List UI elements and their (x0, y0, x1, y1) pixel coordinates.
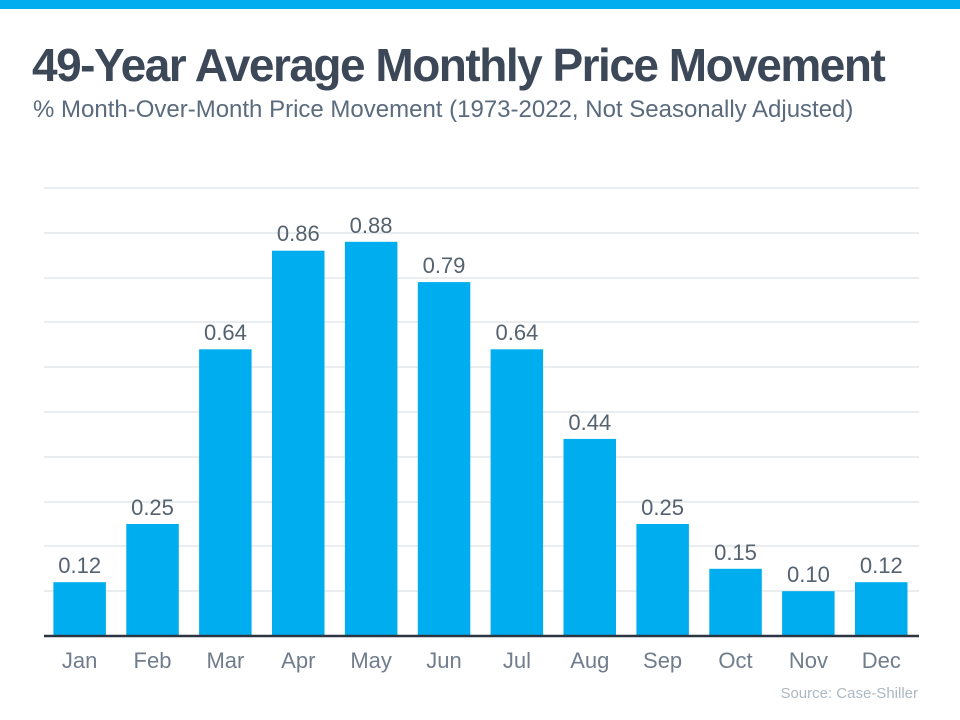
svg-text:Jun: Jun (426, 648, 461, 673)
svg-text:0.25: 0.25 (131, 495, 174, 520)
svg-text:0.25: 0.25 (641, 495, 684, 520)
svg-text:Mar: Mar (206, 648, 244, 673)
svg-text:Apr: Apr (281, 648, 315, 673)
svg-text:0.64: 0.64 (495, 320, 538, 345)
svg-text:Oct: Oct (718, 648, 752, 673)
svg-text:0.10: 0.10 (787, 562, 830, 587)
svg-text:Jan: Jan (62, 648, 97, 673)
svg-text:0.79: 0.79 (423, 253, 466, 278)
svg-text:Nov: Nov (789, 648, 828, 673)
svg-text:0.44: 0.44 (568, 410, 611, 435)
svg-text:0.86: 0.86 (277, 221, 320, 246)
svg-text:0.88: 0.88 (350, 213, 393, 238)
svg-text:0.15: 0.15 (714, 540, 757, 565)
svg-text:May: May (350, 648, 392, 673)
svg-text:0.64: 0.64 (204, 320, 247, 345)
svg-text:Source: Case-Shiller: Source: Case-Shiller (780, 685, 918, 702)
svg-text:Aug: Aug (570, 648, 609, 673)
svg-text:Feb: Feb (134, 648, 172, 673)
svg-text:Sep: Sep (643, 648, 682, 673)
svg-text:0.12: 0.12 (58, 553, 101, 578)
svg-text:Jul: Jul (503, 648, 531, 673)
svg-text:0.12: 0.12 (860, 553, 903, 578)
svg-text:Dec: Dec (862, 648, 901, 673)
